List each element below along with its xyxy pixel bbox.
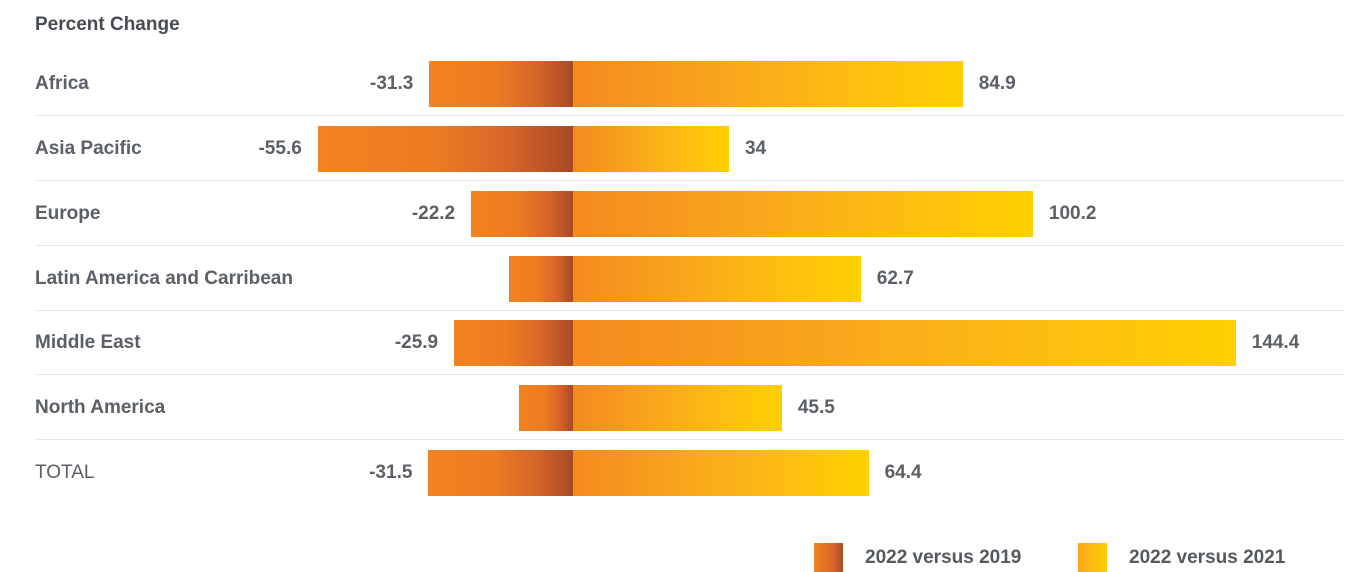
value-label-2021: 45.5: [797, 397, 835, 418]
legend-swatch-2021: [1078, 543, 1107, 572]
chart-title: Percent Change: [35, 14, 180, 35]
category-label: Middle East: [35, 332, 141, 353]
bar-2022-vs-2021: [573, 450, 869, 496]
category-label: TOTAL: [35, 462, 95, 483]
category-label: Africa: [35, 73, 89, 94]
bar-2022-vs-2021: [573, 191, 1033, 237]
value-label-2019: -31.5: [369, 462, 413, 483]
value-label-2021: 34: [745, 138, 767, 159]
row-divider: [35, 374, 1344, 375]
row-divider: [35, 115, 1344, 116]
bar-2022-vs-2019: [317, 126, 573, 172]
bar-2022-vs-2021: [573, 385, 782, 431]
value-label-2021: 64.4: [884, 462, 922, 483]
value-label-2021: 62.7: [876, 268, 914, 289]
legend-label-2019: 2022 versus 2019: [865, 546, 1022, 568]
value-label-2021: 100.2: [1048, 203, 1097, 224]
legend-swatch-2019: [814, 543, 843, 572]
row-divider: [35, 439, 1344, 440]
value-label-2019: -25.9: [394, 332, 439, 353]
bar-2022-vs-2019: [454, 320, 573, 366]
row-divider: [35, 180, 1344, 181]
bar-2022-vs-2019: [519, 385, 573, 431]
legend-item-2021: 2022 versus 2021: [1078, 543, 1285, 572]
bar-2022-vs-2019: [508, 256, 573, 302]
category-label: North America: [35, 397, 166, 418]
row-divider: [35, 245, 1344, 246]
category-label: Latin America and Carribean: [35, 268, 293, 289]
bar-2022-vs-2021: [573, 256, 861, 302]
category-label: Asia Pacific: [35, 138, 142, 159]
category-label: Europe: [35, 203, 101, 224]
bar-2022-vs-2019: [429, 61, 573, 107]
value-label-2019: -31.3: [370, 73, 414, 94]
value-label-2019: -55.6: [258, 138, 302, 159]
value-label-2021: 84.9: [978, 73, 1016, 94]
bar-2022-vs-2021: [573, 126, 730, 172]
bar-2022-vs-2021: [573, 61, 963, 107]
bar-2022-vs-2019: [428, 450, 573, 496]
value-label-2019: -22.2: [411, 203, 456, 224]
row-divider: [35, 310, 1344, 311]
bar-2022-vs-2021: [573, 320, 1236, 366]
bar-2022-vs-2019: [471, 191, 573, 237]
value-label-2021: 144.4: [1251, 332, 1300, 353]
legend-label-2021: 2022 versus 2021: [1129, 546, 1286, 568]
legend-item-2019: 2022 versus 2019: [814, 543, 1021, 572]
